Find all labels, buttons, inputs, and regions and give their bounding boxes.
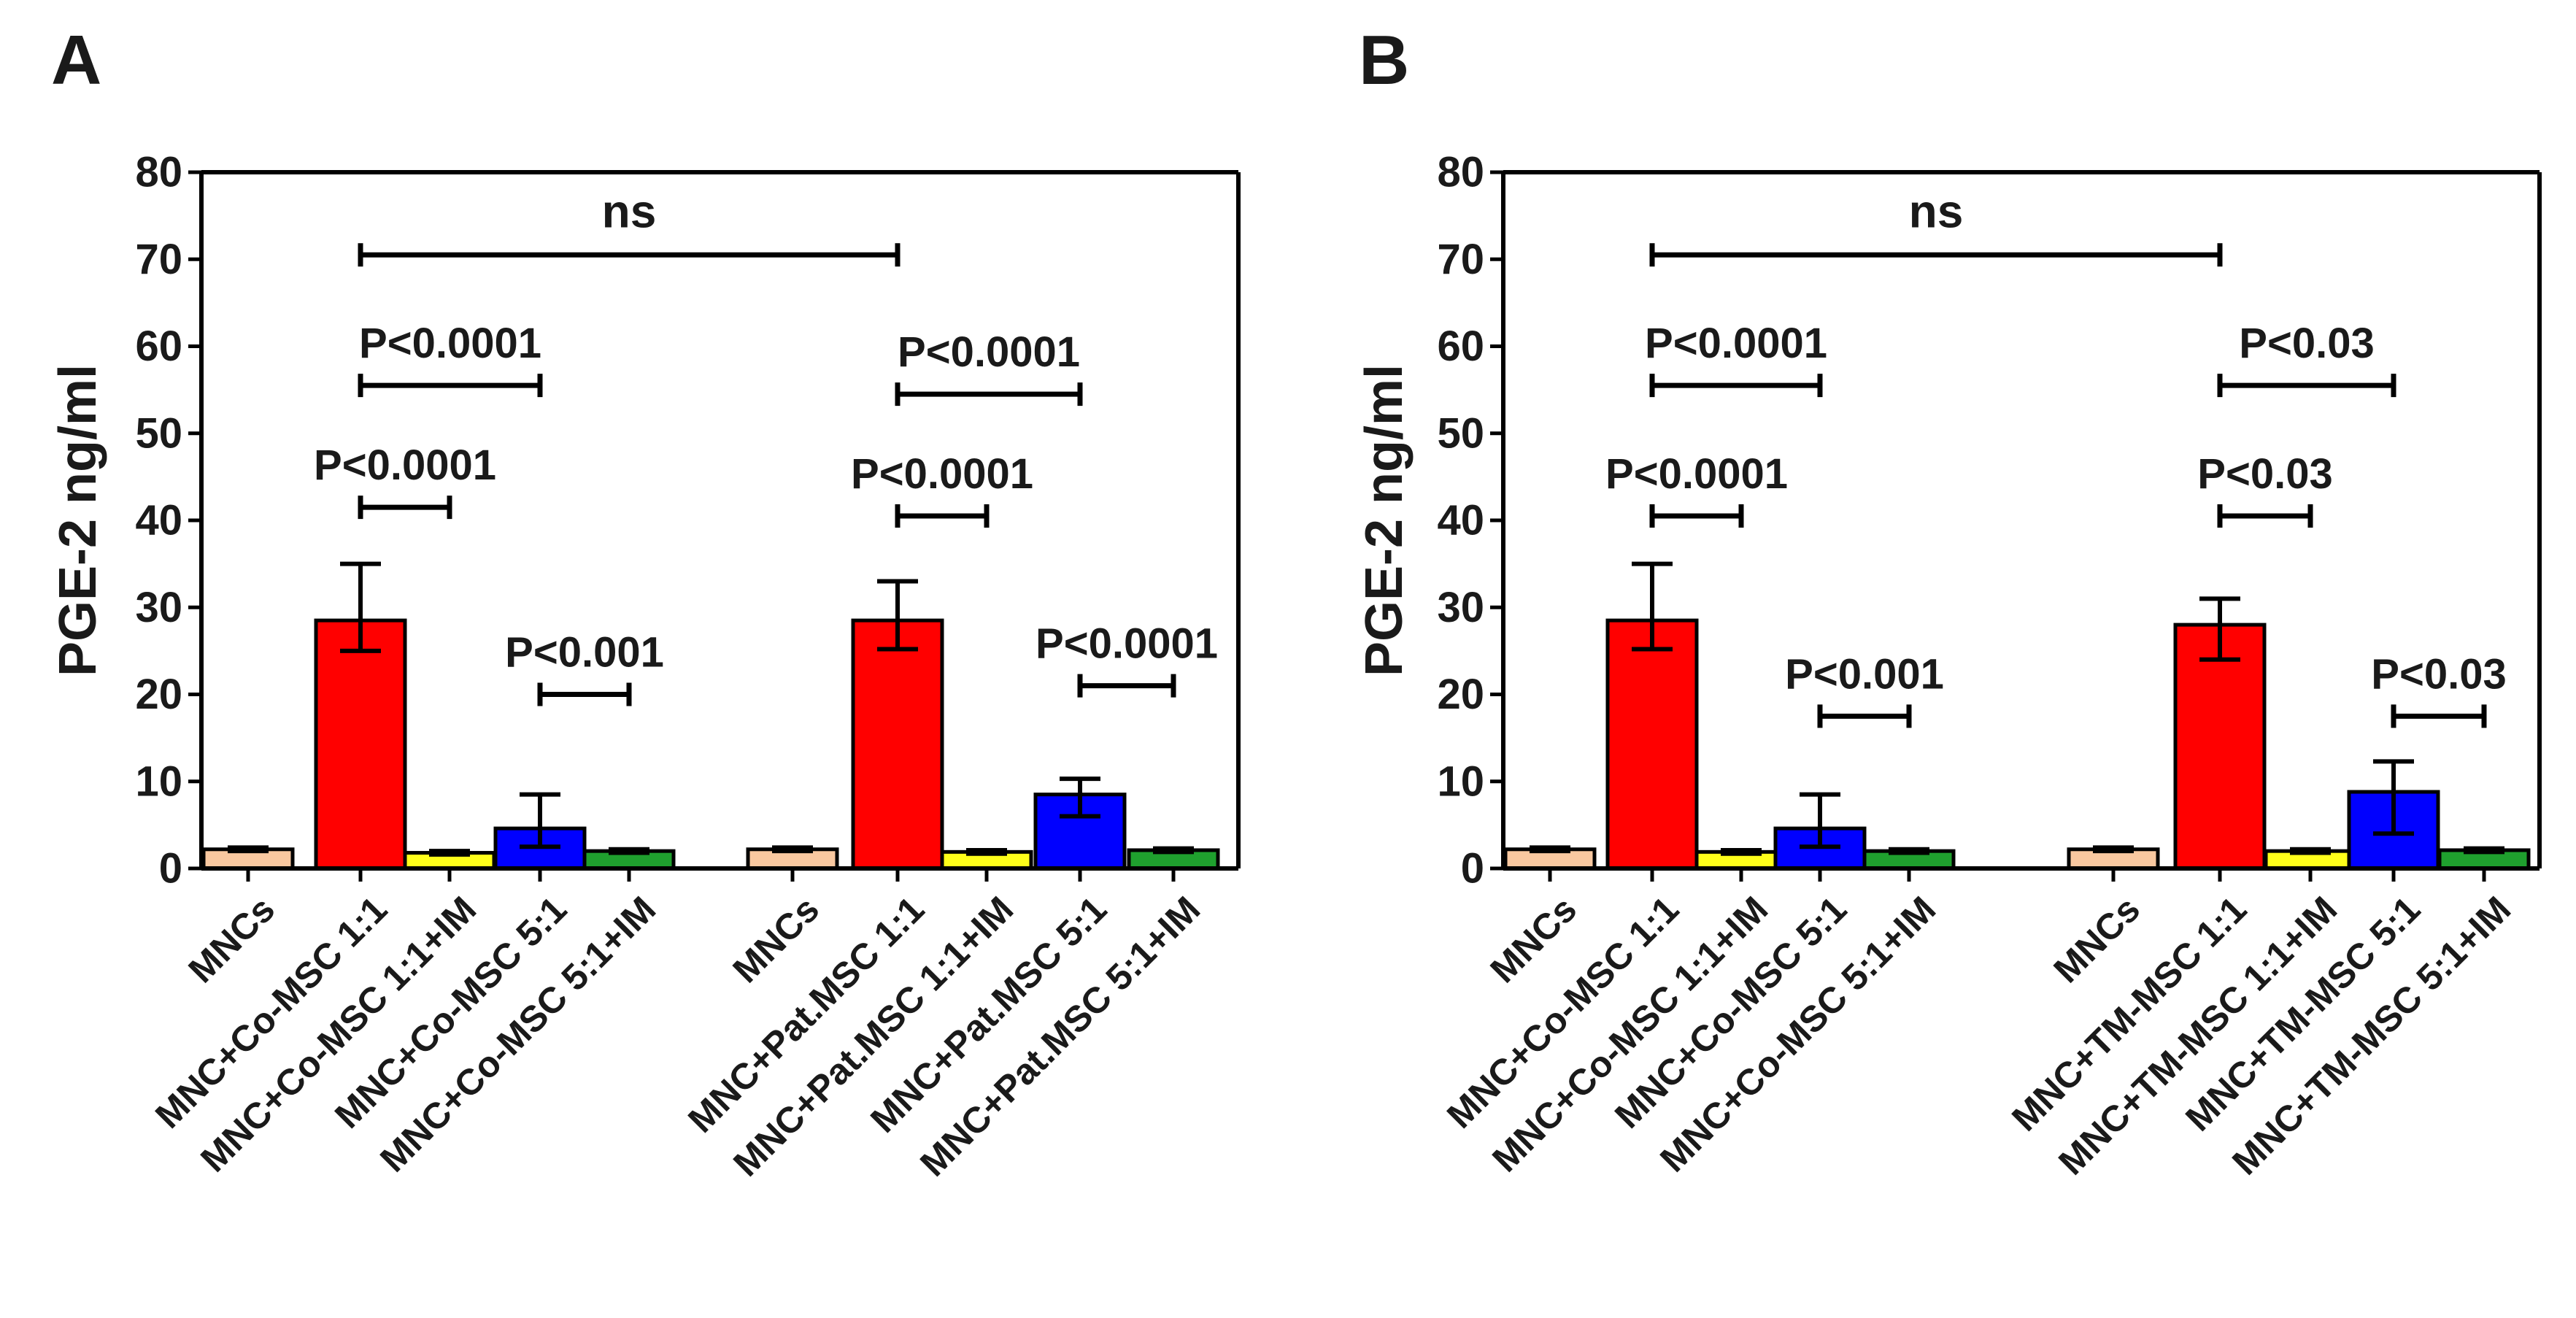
significance-label: P<0.0001 (898, 328, 1080, 376)
y-tick-label: 10 (135, 758, 182, 805)
y-axis-title: PGE-2 ng/ml (49, 364, 107, 677)
bar (1605, 618, 1699, 871)
significance-label: P<0.0001 (359, 320, 541, 367)
panel-label: A (51, 21, 101, 99)
y-tick-label: 80 (1437, 149, 1484, 196)
bar (851, 618, 944, 871)
x-tick-label: MNCs (2045, 889, 2148, 991)
significance-label: P<0.001 (505, 629, 664, 677)
significance-label: P<0.03 (2197, 450, 2332, 498)
y-tick-label: 60 (135, 323, 182, 370)
y-tick-label: 80 (135, 149, 182, 196)
y-tick-label: 20 (1437, 671, 1484, 718)
significance-label: P<0.001 (1785, 650, 1944, 698)
significance-label: ns (1909, 185, 1964, 237)
bar (314, 618, 407, 871)
significance-label: P<0.03 (2239, 320, 2374, 367)
y-tick-label: 0 (1461, 845, 1484, 893)
significance-label: P<0.0001 (1605, 450, 1788, 498)
x-tick-label: MNCs (180, 889, 282, 991)
y-tick-label: 30 (1437, 584, 1484, 631)
significance-label: P<0.03 (2371, 650, 2506, 698)
x-tick-label: MNCs (1482, 889, 1584, 991)
x-tick-label: MNCs (725, 889, 827, 991)
y-axis-title: PGE-2 ng/ml (1355, 364, 1414, 677)
y-tick-label: 50 (1437, 409, 1484, 457)
y-tick-label: 30 (135, 584, 182, 631)
y-tick-label: 50 (135, 409, 182, 457)
significance-label: P<0.0001 (1036, 620, 1218, 668)
significance-label: ns (602, 185, 657, 237)
y-tick-label: 70 (1437, 236, 1484, 283)
y-tick-label: 40 (1437, 497, 1484, 544)
bar (2173, 623, 2267, 871)
y-tick-label: 60 (1437, 323, 1484, 370)
y-tick-label: 40 (135, 497, 182, 544)
y-tick-label: 20 (135, 671, 182, 718)
significance-label: P<0.0001 (851, 450, 1033, 498)
y-tick-label: 0 (159, 845, 182, 893)
panel-label: B (1359, 21, 1409, 99)
y-tick-label: 70 (135, 236, 182, 283)
y-tick-label: 10 (1437, 758, 1484, 805)
significance-label: P<0.0001 (1645, 320, 1827, 367)
significance-label: P<0.0001 (314, 442, 496, 489)
